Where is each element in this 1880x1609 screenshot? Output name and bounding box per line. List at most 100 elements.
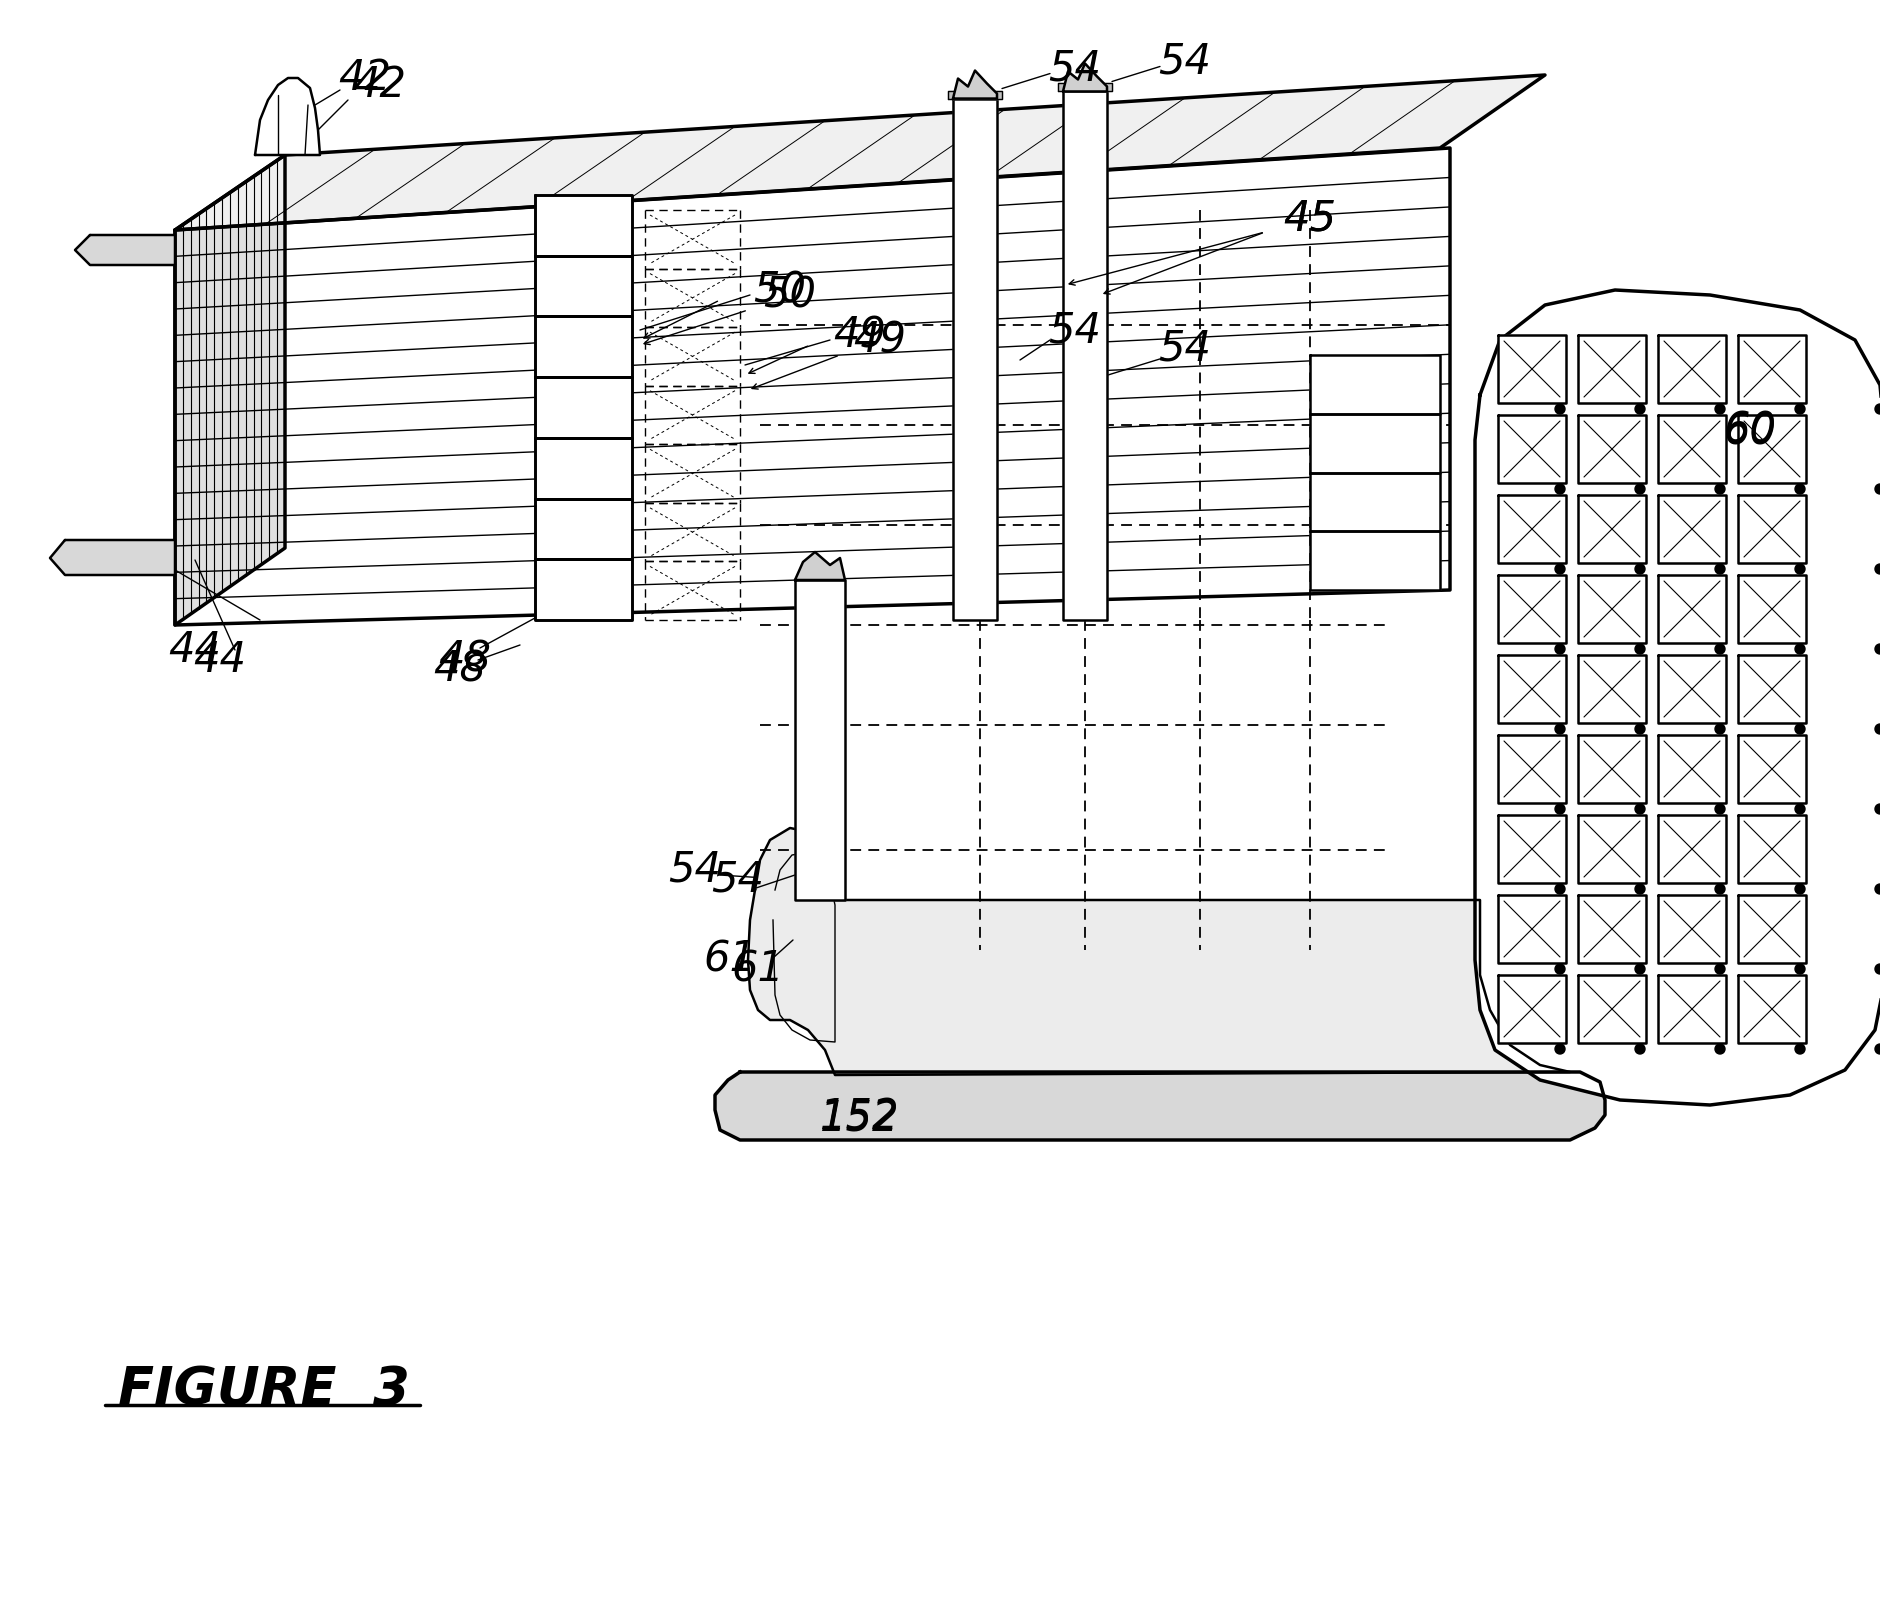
Circle shape: [1715, 644, 1724, 653]
Circle shape: [1874, 404, 1880, 414]
Circle shape: [1794, 804, 1805, 814]
Circle shape: [1794, 484, 1805, 494]
Text: 48: 48: [438, 639, 491, 681]
Circle shape: [1555, 804, 1564, 814]
Polygon shape: [1577, 415, 1645, 483]
Circle shape: [1634, 484, 1645, 494]
Polygon shape: [256, 77, 320, 154]
Polygon shape: [1577, 895, 1645, 964]
Text: 152: 152: [820, 1099, 899, 1141]
Polygon shape: [1496, 975, 1566, 1043]
Text: 45: 45: [1282, 196, 1337, 240]
Circle shape: [1715, 565, 1724, 574]
Polygon shape: [795, 552, 844, 579]
Circle shape: [1874, 1044, 1880, 1054]
Polygon shape: [1737, 816, 1805, 883]
Circle shape: [1555, 484, 1564, 494]
Polygon shape: [1577, 655, 1645, 722]
Polygon shape: [1737, 335, 1805, 402]
Circle shape: [1555, 1044, 1564, 1054]
Circle shape: [1794, 964, 1805, 973]
Polygon shape: [1496, 335, 1566, 402]
Polygon shape: [1062, 92, 1107, 619]
Polygon shape: [953, 71, 996, 98]
Polygon shape: [1577, 574, 1645, 644]
Polygon shape: [534, 317, 632, 377]
Circle shape: [1555, 644, 1564, 653]
Polygon shape: [175, 148, 1449, 624]
Text: 54: 54: [711, 859, 763, 901]
Text: 50: 50: [754, 269, 807, 311]
Circle shape: [1874, 883, 1880, 895]
Polygon shape: [1496, 655, 1566, 722]
Circle shape: [1715, 404, 1724, 414]
Text: 61: 61: [703, 940, 756, 981]
Polygon shape: [51, 541, 175, 574]
Polygon shape: [534, 256, 632, 317]
Circle shape: [1634, 883, 1645, 895]
Circle shape: [1715, 724, 1724, 734]
Polygon shape: [1577, 975, 1645, 1043]
Polygon shape: [1057, 84, 1111, 92]
Circle shape: [1794, 404, 1805, 414]
Text: 45: 45: [1282, 196, 1337, 240]
Circle shape: [1715, 804, 1724, 814]
Polygon shape: [1737, 415, 1805, 483]
Circle shape: [1715, 964, 1724, 973]
Circle shape: [1794, 883, 1805, 895]
Text: 61: 61: [731, 949, 784, 991]
Polygon shape: [1577, 335, 1645, 402]
Circle shape: [1874, 804, 1880, 814]
Polygon shape: [534, 438, 632, 499]
Polygon shape: [1656, 816, 1726, 883]
Circle shape: [1555, 404, 1564, 414]
Polygon shape: [1496, 496, 1566, 563]
Polygon shape: [1496, 415, 1566, 483]
Text: 54: 54: [1047, 48, 1102, 90]
Circle shape: [1874, 565, 1880, 574]
Polygon shape: [534, 499, 632, 560]
Text: FIGURE  3: FIGURE 3: [118, 1364, 410, 1416]
Polygon shape: [1496, 735, 1566, 803]
Polygon shape: [714, 1072, 1604, 1141]
Circle shape: [1634, 804, 1645, 814]
Polygon shape: [948, 90, 1002, 98]
Polygon shape: [1496, 574, 1566, 644]
Circle shape: [1715, 1044, 1724, 1054]
Circle shape: [1794, 644, 1805, 653]
Circle shape: [1874, 724, 1880, 734]
Circle shape: [1715, 883, 1724, 895]
Polygon shape: [1308, 414, 1440, 473]
Circle shape: [1715, 484, 1724, 494]
Text: 54: 54: [1158, 327, 1211, 368]
Polygon shape: [1737, 574, 1805, 644]
Circle shape: [1874, 644, 1880, 653]
Polygon shape: [1656, 415, 1726, 483]
Polygon shape: [1577, 496, 1645, 563]
Text: 49: 49: [854, 319, 906, 360]
Polygon shape: [1656, 335, 1726, 402]
Text: 48: 48: [432, 648, 487, 690]
Polygon shape: [175, 154, 286, 624]
Polygon shape: [534, 195, 632, 256]
Polygon shape: [1308, 531, 1440, 591]
Polygon shape: [175, 76, 1543, 230]
Text: 50: 50: [763, 274, 816, 315]
Polygon shape: [748, 829, 1570, 1075]
Polygon shape: [1474, 290, 1880, 1105]
Text: 152: 152: [820, 1097, 899, 1139]
Text: 54: 54: [667, 850, 722, 891]
Polygon shape: [1577, 735, 1645, 803]
Circle shape: [1634, 964, 1645, 973]
Polygon shape: [1656, 574, 1726, 644]
Circle shape: [1634, 404, 1645, 414]
Text: 60: 60: [1722, 409, 1775, 451]
Polygon shape: [1308, 356, 1440, 414]
Polygon shape: [534, 560, 632, 619]
Circle shape: [1794, 724, 1805, 734]
Text: 60: 60: [1722, 410, 1775, 454]
Polygon shape: [1737, 496, 1805, 563]
Polygon shape: [1308, 473, 1440, 531]
Polygon shape: [1656, 975, 1726, 1043]
Polygon shape: [1737, 735, 1805, 803]
